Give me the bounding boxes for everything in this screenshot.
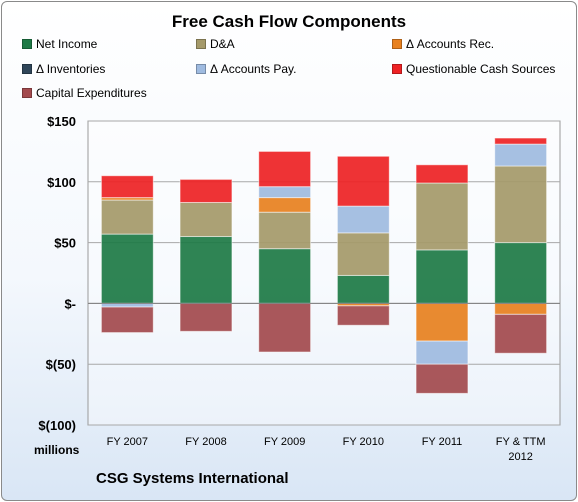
bar-segment bbox=[258, 248, 312, 304]
plot-background bbox=[87, 120, 561, 426]
bar-segment bbox=[100, 175, 154, 199]
bar-segment bbox=[494, 313, 548, 354]
x-tick-label: FY & TTM bbox=[496, 436, 546, 448]
legend-swatch bbox=[22, 64, 32, 74]
x-tick-label: FY 2011 bbox=[422, 436, 463, 448]
bar-segment bbox=[494, 165, 548, 244]
bar-segment bbox=[100, 302, 154, 308]
legend-label: Δ Inventories bbox=[36, 62, 106, 76]
legend-swatch bbox=[196, 64, 206, 74]
bar-segment bbox=[179, 236, 233, 304]
legend-label: Δ Accounts Pay. bbox=[210, 62, 297, 76]
chart-title: Free Cash Flow Components bbox=[171, 12, 407, 31]
legend-item: Δ Accounts Rec. bbox=[392, 37, 494, 51]
legend-swatch bbox=[22, 39, 32, 49]
bar-segment bbox=[336, 274, 390, 304]
bar-segment bbox=[415, 302, 469, 342]
bar-segment bbox=[258, 186, 312, 199]
bar-segment bbox=[258, 211, 312, 250]
legend-label: Capital Expenditures bbox=[36, 86, 147, 100]
x-tick-label: FY 2010 bbox=[343, 436, 384, 448]
x-tick-label: FY 2007 bbox=[107, 436, 148, 448]
bar-segment bbox=[336, 205, 390, 234]
company-name: CSG Systems International bbox=[96, 470, 289, 487]
bar-segment bbox=[494, 143, 548, 167]
bar-segment bbox=[179, 302, 233, 332]
bar-segment bbox=[179, 201, 233, 238]
bar-segment bbox=[415, 363, 469, 394]
bar-segment bbox=[494, 242, 548, 304]
bar-segment bbox=[100, 233, 154, 304]
bar-segment bbox=[258, 302, 312, 353]
legend-swatch bbox=[392, 64, 402, 74]
bar-segment bbox=[336, 232, 390, 276]
y-unit-label: millions bbox=[34, 443, 80, 457]
bar-segment bbox=[100, 306, 154, 334]
legend-swatch bbox=[22, 88, 32, 98]
legend-label: Questionable Cash Sources bbox=[406, 62, 556, 76]
y-tick-label: $(100) bbox=[38, 418, 76, 433]
bar-segment bbox=[258, 150, 312, 188]
bar-segment bbox=[336, 305, 390, 326]
bar-segment bbox=[258, 197, 312, 213]
bar-segment bbox=[494, 137, 548, 145]
x-tick-label: FY 2009 bbox=[264, 436, 305, 448]
x-tick-label: 2012 bbox=[508, 451, 532, 463]
bar-segment bbox=[415, 340, 469, 365]
legend-item: Net Income bbox=[22, 37, 97, 51]
bar-segment bbox=[179, 178, 233, 203]
legend-label: Net Income bbox=[36, 37, 98, 51]
bar-segment bbox=[415, 249, 469, 304]
x-tick-label: FY 2008 bbox=[185, 436, 226, 448]
legend-item: D&A bbox=[196, 37, 235, 51]
y-tick-label: $- bbox=[64, 296, 76, 311]
y-tick-label: $(50) bbox=[46, 357, 76, 372]
legend-swatch bbox=[196, 39, 206, 49]
legend-item: Δ Inventories bbox=[22, 62, 105, 76]
bar-segment bbox=[415, 182, 469, 251]
legend-label: D&A bbox=[210, 37, 235, 51]
legend-item: Questionable Cash Sources bbox=[392, 62, 555, 76]
legend-label: Δ Accounts Rec. bbox=[406, 37, 495, 51]
bar-segment bbox=[415, 164, 469, 184]
bar-segment bbox=[336, 155, 390, 207]
bar-segment bbox=[494, 302, 548, 315]
y-tick-label: $50 bbox=[54, 236, 76, 251]
legend-item: Capital Expenditures bbox=[22, 86, 147, 100]
bar-segment bbox=[100, 199, 154, 235]
y-tick-label: $100 bbox=[47, 175, 76, 190]
legend-item: Δ Accounts Pay. bbox=[196, 62, 297, 76]
legend-swatch bbox=[392, 39, 402, 49]
y-tick-label: $150 bbox=[47, 114, 76, 129]
